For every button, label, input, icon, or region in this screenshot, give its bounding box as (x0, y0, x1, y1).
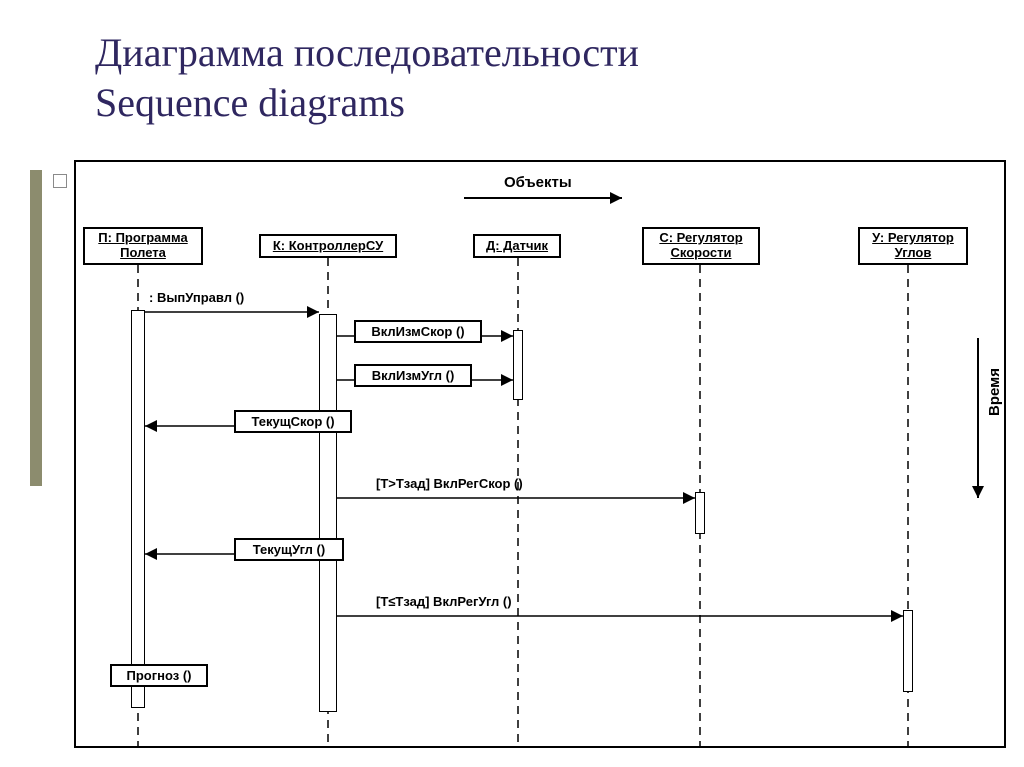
bullet (53, 174, 67, 188)
message-text: [T≤Tзад] ВклРегУгл () (376, 594, 512, 609)
message-box: Прогноз () (110, 664, 208, 687)
time-label: Время (986, 368, 1003, 416)
message-box: ВклИзмУгл () (354, 364, 472, 387)
diagram-frame: П: ПрограммаПолета К: КонтроллерСУ Д: Датч… (74, 160, 1006, 748)
activation-c (695, 492, 705, 534)
objects-label: Объекты (504, 174, 572, 191)
message-box: ТекущСкор () (234, 410, 352, 433)
title-line2: Sequence diagrams (95, 80, 405, 125)
lifeline-u: У: РегуляторУглов (858, 227, 968, 265)
message-text: : ВыпУправл () (149, 290, 244, 305)
message-box: ВклИзмСкор () (354, 320, 482, 343)
lifeline-k: К: КонтроллерСУ (259, 234, 397, 258)
activation-d (513, 330, 523, 400)
side-accent (30, 170, 42, 486)
lifeline-c: С: РегуляторСкорости (642, 227, 760, 265)
activation-p (131, 310, 145, 708)
activation-u (903, 610, 913, 692)
message-box: ТекущУгл () (234, 538, 344, 561)
lifeline-d: Д: Датчик (473, 234, 561, 258)
title-line1: Диаграмма последовательности (95, 30, 639, 75)
lifeline-p: П: ПрограммаПолета (83, 227, 203, 265)
activation-k (319, 314, 337, 712)
message-text: [T>Tзад] ВклРегСкор () (376, 476, 523, 491)
